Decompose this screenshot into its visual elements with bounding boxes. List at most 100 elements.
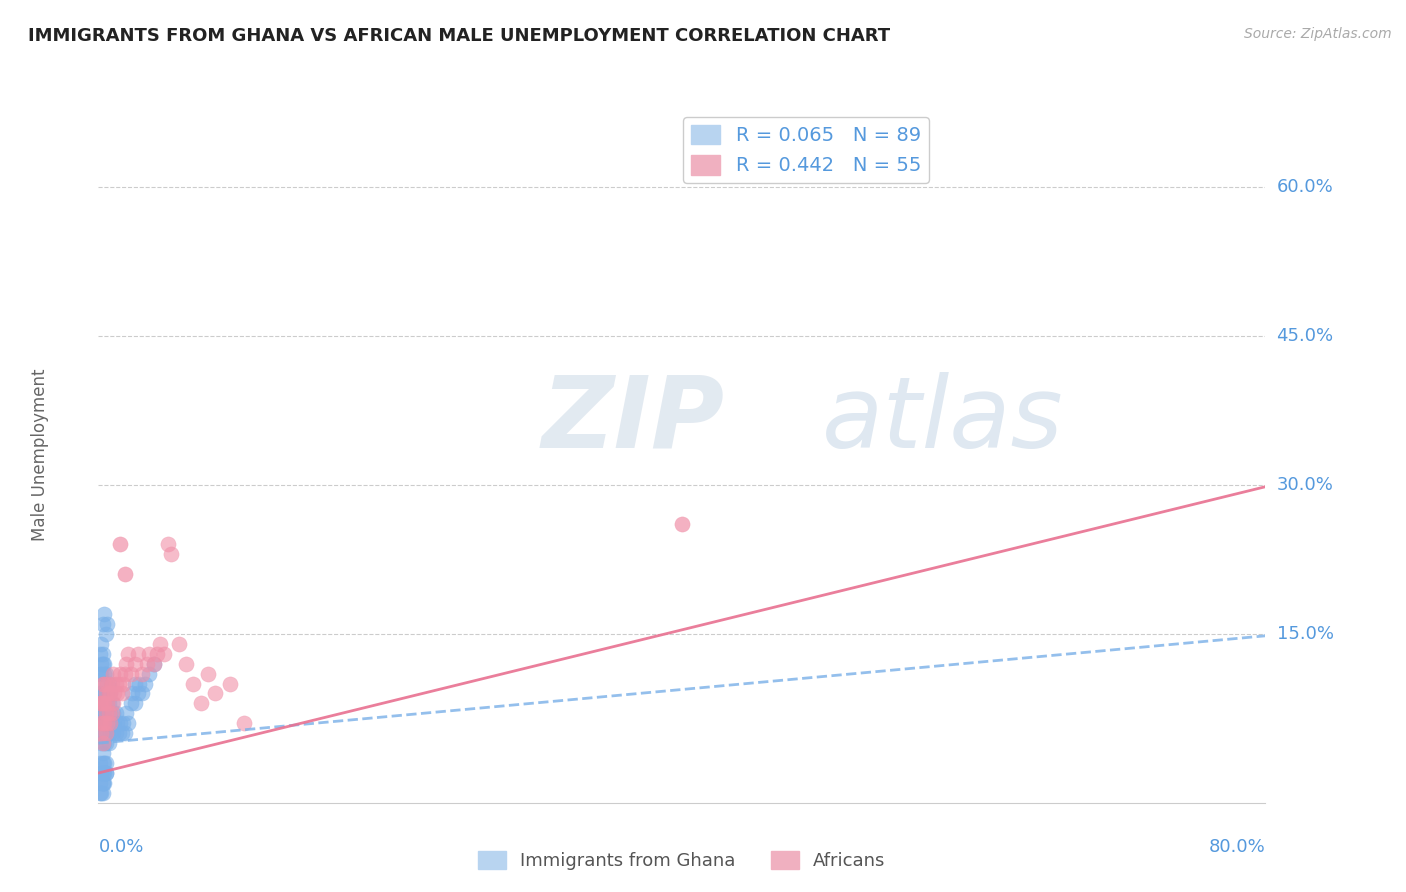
Point [114, 726, 136, 740]
Point [91, 657, 114, 671]
Point [91, 716, 114, 731]
Point [101, 697, 124, 711]
Point [94, 627, 117, 641]
Point [181, 676, 204, 690]
Point [101, 666, 124, 681]
Point [93, 726, 115, 740]
Point [142, 657, 165, 671]
Point [218, 676, 240, 690]
Point [89, 726, 111, 740]
Text: Source: ZipAtlas.com: Source: ZipAtlas.com [1244, 27, 1392, 41]
Point [94, 706, 117, 721]
Point [96, 716, 118, 731]
Point [94, 706, 117, 721]
Point [90, 716, 112, 731]
Point [93, 657, 115, 671]
Point [103, 716, 125, 731]
Point [89, 716, 111, 731]
Point [167, 637, 190, 651]
Point [111, 686, 134, 700]
Point [97, 697, 120, 711]
Point [108, 676, 131, 690]
Point [124, 697, 146, 711]
Point [160, 547, 183, 561]
Point [91, 726, 114, 740]
Point [115, 706, 138, 721]
Point [91, 736, 114, 750]
Point [93, 676, 115, 690]
Point [149, 637, 172, 651]
Point [134, 676, 156, 690]
Point [104, 726, 127, 740]
Point [91, 647, 114, 661]
Point [103, 686, 125, 700]
Point [100, 716, 122, 731]
Point [91, 676, 114, 690]
Point [90, 686, 112, 700]
Point [90, 657, 112, 671]
Point [98, 716, 121, 731]
Point [128, 676, 150, 690]
Point [89, 666, 111, 681]
Point [90, 697, 112, 711]
Point [96, 697, 118, 711]
Point [89, 786, 111, 800]
Point [114, 666, 136, 681]
Point [97, 736, 120, 750]
Point [153, 647, 176, 661]
Point [97, 676, 120, 690]
Point [138, 666, 160, 681]
Point [190, 697, 212, 711]
Point [94, 726, 117, 740]
Point [111, 726, 134, 740]
Legend: Immigrants from Ghana, Africans: Immigrants from Ghana, Africans [471, 844, 893, 877]
Point [89, 697, 111, 711]
Point [146, 647, 169, 661]
Point [94, 716, 117, 731]
Point [93, 697, 115, 711]
Point [114, 567, 136, 582]
Point [96, 616, 118, 631]
Point [671, 517, 693, 532]
Point [110, 537, 132, 551]
Point [124, 676, 146, 690]
Point [97, 706, 120, 721]
Point [90, 726, 112, 740]
Point [131, 686, 153, 700]
Point [91, 786, 114, 800]
Point [131, 666, 153, 681]
Point [90, 736, 112, 750]
Point [90, 666, 112, 681]
Point [94, 666, 117, 681]
Point [124, 657, 146, 671]
Point [91, 697, 114, 711]
Point [93, 666, 115, 681]
Point [112, 716, 135, 731]
Point [94, 736, 117, 750]
Point [110, 716, 132, 731]
Point [117, 716, 139, 731]
Point [117, 647, 139, 661]
Point [90, 766, 112, 780]
Point [93, 756, 115, 770]
Point [89, 686, 111, 700]
Point [91, 676, 114, 690]
Point [127, 686, 149, 700]
Text: IMMIGRANTS FROM GHANA VS AFRICAN MALE UNEMPLOYMENT CORRELATION CHART: IMMIGRANTS FROM GHANA VS AFRICAN MALE UN… [28, 27, 890, 45]
Point [101, 726, 124, 740]
Point [204, 686, 226, 700]
Point [89, 776, 111, 790]
Point [91, 616, 114, 631]
Point [94, 756, 117, 770]
Point [91, 686, 114, 700]
Point [94, 686, 117, 700]
Point [96, 716, 118, 731]
Point [135, 657, 157, 671]
Text: 60.0%: 60.0% [1277, 178, 1333, 195]
Text: atlas: atlas [823, 372, 1063, 468]
Point [98, 726, 121, 740]
Point [233, 716, 256, 731]
Point [98, 706, 121, 721]
Text: 45.0%: 45.0% [1277, 326, 1334, 344]
Point [104, 676, 127, 690]
